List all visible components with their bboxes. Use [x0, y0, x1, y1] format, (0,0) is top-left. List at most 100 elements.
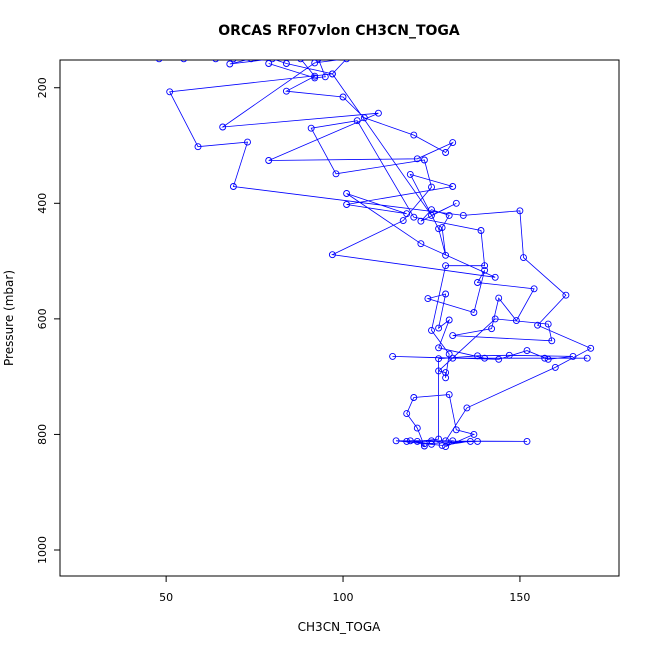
- data-point: [523, 347, 531, 355]
- data-point: [417, 217, 425, 225]
- data-point: [417, 240, 425, 248]
- data-point: [244, 138, 251, 146]
- data-point: [307, 124, 315, 132]
- data-point: [229, 183, 237, 190]
- data-point: [488, 325, 496, 333]
- chart-title: ORCAS RF07vlon CH3CN_TOGA: [218, 23, 460, 39]
- x-tick-label: 100: [333, 591, 354, 604]
- data-point: [428, 437, 435, 445]
- data-point: [435, 367, 443, 375]
- data-point: [321, 73, 329, 81]
- data-point: [428, 211, 435, 219]
- data-point: [520, 254, 527, 262]
- data-point: [466, 437, 474, 445]
- data-point: [474, 352, 481, 360]
- data-point: [389, 352, 397, 360]
- data-point: [495, 294, 503, 302]
- data-point: [445, 350, 453, 358]
- data-point: [587, 344, 595, 352]
- data-point: [445, 211, 453, 219]
- data-point: [265, 60, 273, 67]
- data-point: [343, 60, 350, 63]
- data-point: [311, 60, 319, 67]
- data-point: [442, 443, 450, 451]
- data-point: [544, 320, 552, 328]
- data-point: [392, 437, 400, 445]
- data-point: [230, 60, 237, 63]
- data-point: [413, 424, 421, 432]
- data-point: [442, 290, 450, 298]
- data-point: [420, 156, 428, 164]
- data-point: [438, 441, 446, 449]
- data-point: [438, 224, 446, 232]
- data-point: [420, 442, 428, 450]
- y-tick-label: 400: [36, 193, 49, 214]
- data-point: [428, 183, 435, 191]
- data-point: [523, 437, 531, 445]
- data-point: [424, 295, 432, 303]
- data-point: [442, 369, 450, 377]
- data-point: [413, 437, 421, 445]
- data-point: [269, 60, 276, 63]
- data-point: [516, 207, 524, 215]
- data-point: [459, 211, 467, 219]
- data-point: [569, 352, 577, 360]
- data-point: [435, 225, 443, 233]
- data-point: [481, 262, 489, 270]
- data-point: [435, 344, 443, 352]
- data-point: [353, 117, 361, 125]
- data-point: [449, 354, 457, 362]
- data-point: [428, 326, 435, 334]
- x-axis-label: CH3CN_TOGA: [298, 620, 381, 634]
- data-point: [247, 60, 255, 63]
- data-point: [495, 355, 503, 363]
- data-point: [403, 210, 411, 218]
- data-point: [449, 437, 457, 445]
- data-point: [435, 324, 443, 332]
- data-point: [311, 74, 319, 82]
- data-point: [410, 394, 418, 401]
- data-point: [491, 273, 499, 281]
- y-tick-label: 200: [36, 77, 49, 98]
- data-point: [551, 363, 559, 371]
- y-tick-label: 600: [36, 308, 49, 329]
- data-point: [428, 440, 435, 448]
- y-tick-label: 800: [36, 424, 49, 445]
- data-point: [548, 337, 556, 345]
- data-point: [534, 321, 542, 329]
- plot-frame: [59, 59, 620, 577]
- data-point: [194, 143, 202, 151]
- x-axis: 50 100 150: [159, 576, 530, 604]
- data-point: [155, 60, 163, 63]
- data-point: [463, 404, 471, 412]
- data-point: [403, 410, 411, 418]
- data-point: [452, 426, 460, 434]
- data-point: [265, 157, 273, 164]
- data-point: [343, 201, 351, 208]
- data-point: [410, 131, 418, 139]
- data-point: [491, 315, 499, 323]
- data-point: [445, 316, 453, 324]
- data-point: [413, 155, 421, 163]
- data-point: [339, 93, 347, 101]
- data-point: [512, 317, 520, 325]
- data-point: [481, 354, 489, 362]
- data-point: [410, 213, 418, 221]
- data-point: [442, 374, 450, 382]
- data-point: [226, 60, 234, 68]
- data-point: [583, 354, 591, 362]
- data-point: [477, 227, 485, 234]
- data-point: [442, 251, 450, 259]
- data-point: [343, 190, 351, 197]
- data-point: [452, 199, 460, 207]
- data-point: [219, 123, 227, 131]
- data-point: [406, 170, 414, 178]
- y-axis: 200 400 600 800 1000: [36, 77, 60, 564]
- data-point: [212, 60, 219, 63]
- data-point: [328, 70, 336, 78]
- data-point: [328, 251, 336, 259]
- data-point: [282, 87, 290, 95]
- data-point: [541, 354, 549, 362]
- data-point: [470, 309, 478, 316]
